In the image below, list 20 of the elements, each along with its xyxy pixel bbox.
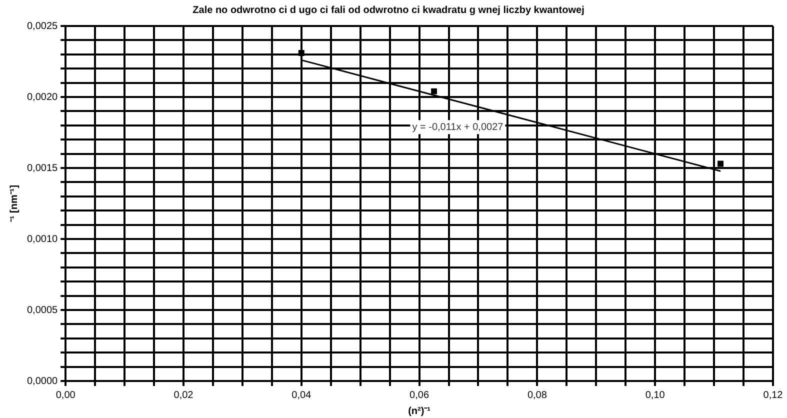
y-tick-label: 0,0015 <box>26 162 58 174</box>
y-tick-label: 0,0025 <box>26 20 58 32</box>
point <box>298 50 304 56</box>
y-tick-label: 0,0000 <box>26 376 58 387</box>
x-tick-label: 0,04 <box>292 390 312 401</box>
x-tick-label: 0,02 <box>174 390 194 401</box>
x-tick-label: 0,10 <box>645 390 666 401</box>
x-axis-title: (n²)⁻¹ <box>408 406 432 417</box>
x-tick-label: 0,12 <box>763 390 784 401</box>
y-tick-label: 0,0010 <box>26 234 58 245</box>
x-tick-label: 0,06 <box>410 390 430 401</box>
x-tick-label: 0,08 <box>527 390 548 401</box>
x-tick-label: 0,00 <box>56 390 76 401</box>
y-tick-label: 0,0005 <box>26 304 58 316</box>
point <box>718 160 724 167</box>
chart-title: Zale no odwrotno ci d ugo ci fali od odwrotno ci kwadratu g wnej liczby kwantowej <box>192 4 585 16</box>
y-axis-title: ⁻¹ [nm⁻¹] <box>8 184 20 222</box>
point <box>431 88 438 94</box>
annotation: y = -0,011x + 0,0027 <box>412 122 504 133</box>
y-tick-label: 0,0020 <box>26 92 58 103</box>
